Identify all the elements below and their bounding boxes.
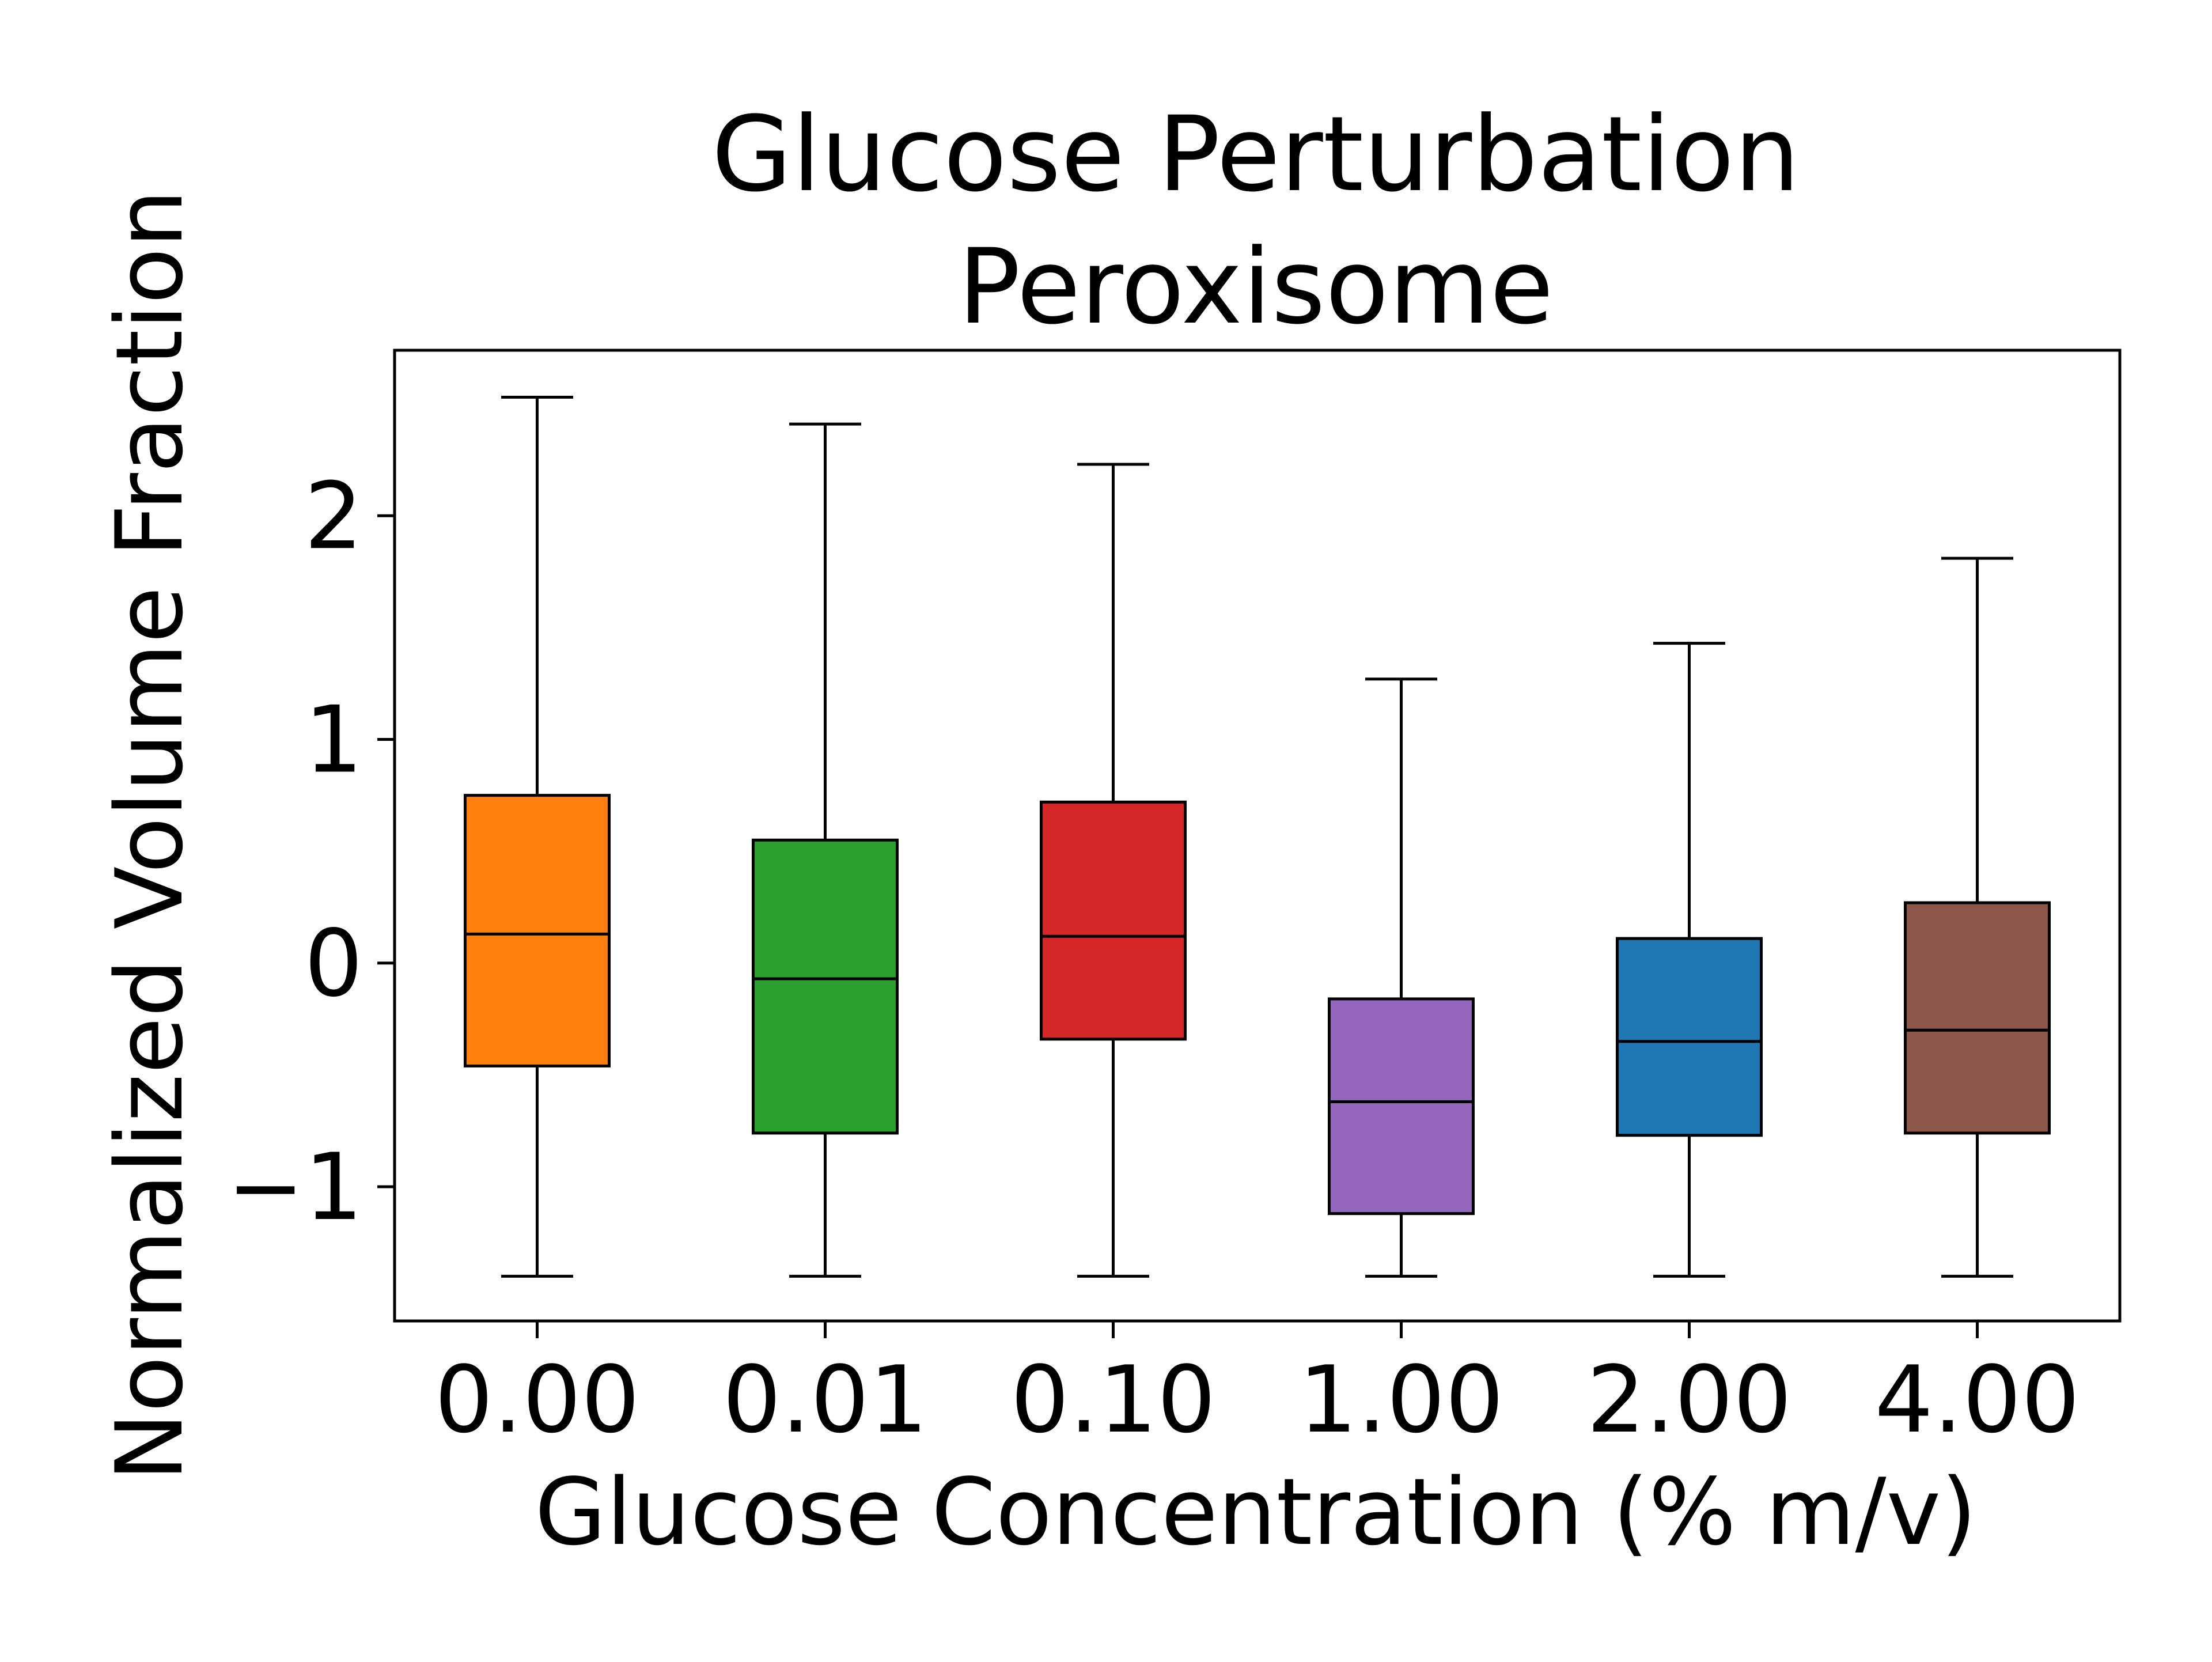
x-tick-label: 0.01 bbox=[722, 1346, 927, 1453]
chart-title-line-2: Peroxisome bbox=[958, 227, 1554, 347]
x-tick-label: 1.00 bbox=[1298, 1346, 1503, 1453]
plot-frame bbox=[393, 349, 2122, 1323]
x-axis-label: Glucose Concentration (% m/v) bbox=[535, 1458, 1976, 1566]
chart-title-line-1: Glucose Perturbation bbox=[711, 94, 1800, 215]
x-tick-label: 0.10 bbox=[1010, 1346, 1215, 1453]
box-0.01 bbox=[752, 838, 899, 1135]
y-tick-label: 0 bbox=[304, 910, 363, 1017]
x-tick-label: 0.00 bbox=[434, 1346, 639, 1453]
y-tick-label: 1 bbox=[304, 686, 363, 794]
box-4.00 bbox=[1904, 901, 2051, 1135]
box-1.00 bbox=[1328, 997, 1475, 1216]
y-tick-label: 2 bbox=[304, 462, 363, 570]
plot-area: −1 0 1 2 0.00 0.01 0.10 1.00 2.00 4.00 bbox=[227, 396, 2080, 1453]
x-tick-label: 2.00 bbox=[1586, 1346, 1791, 1453]
y-axis-label: Normalized Volume Fraction bbox=[96, 190, 203, 1482]
box-2.00 bbox=[1616, 937, 1763, 1137]
x-tick-label: 4.00 bbox=[1874, 1346, 2080, 1453]
box-0.00 bbox=[464, 794, 611, 1067]
y-tick-label: −1 bbox=[227, 1133, 363, 1241]
box-0.10 bbox=[1040, 800, 1187, 1041]
